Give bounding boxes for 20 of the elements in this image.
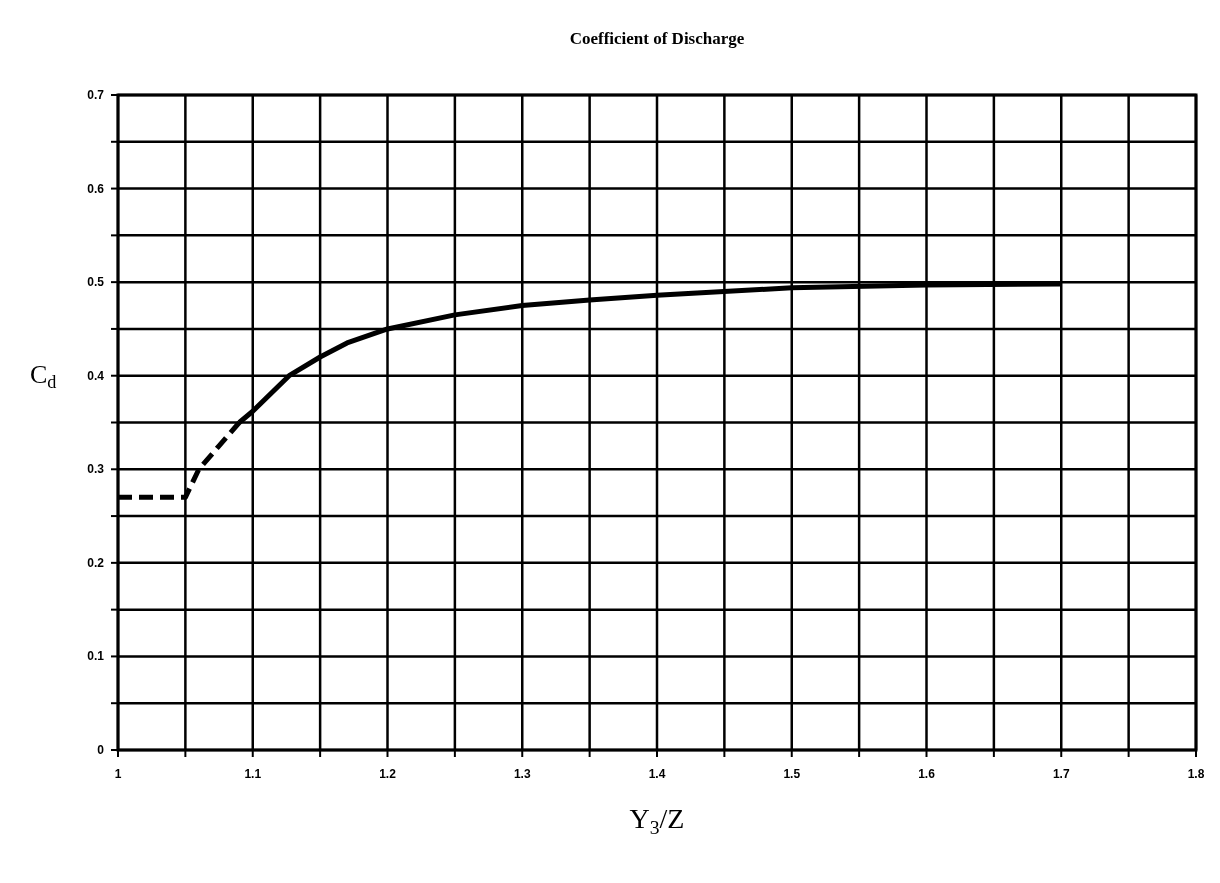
y-tick-label: 0.2 xyxy=(87,555,105,570)
x-tick-label: 1.6 xyxy=(918,767,936,781)
x-tick-label: 1.3 xyxy=(513,767,531,781)
x-tick-label: 1.2 xyxy=(379,767,397,781)
y-axis-title: C$_{d}$ xyxy=(30,359,57,392)
y-tick-label: 0.6 xyxy=(87,181,105,196)
x-tick-label: 1.7 xyxy=(1052,767,1070,781)
x-tick-label: 1.5 xyxy=(783,767,801,781)
x-tick-label: 1.1 xyxy=(244,767,262,781)
chart-title: Coefficient of Discharge xyxy=(569,29,745,48)
y-tick-label: 0.7 xyxy=(87,88,105,102)
y-tick-label: 0.5 xyxy=(87,275,105,290)
y-tick-label: 0.3 xyxy=(87,462,105,477)
x-tick-label: 1.4 xyxy=(648,767,666,781)
y-tick-label: 0 xyxy=(97,743,105,757)
x-tick-label: 1.8 xyxy=(1187,767,1205,781)
y-tick-label: 0.4 xyxy=(87,368,105,383)
x-axis-title: Y$_{3}$/Z xyxy=(629,803,685,838)
x-tick-label: 1 xyxy=(114,767,122,781)
y-tick-label: 0.1 xyxy=(87,649,105,664)
